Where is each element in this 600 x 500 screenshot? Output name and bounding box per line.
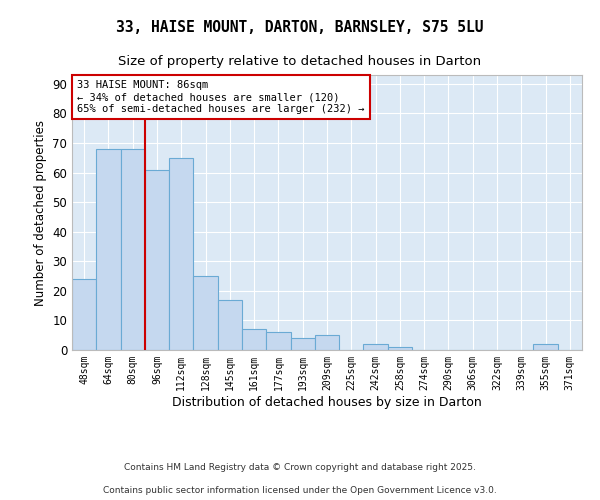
Text: Size of property relative to detached houses in Darton: Size of property relative to detached ho… (118, 55, 482, 68)
Text: 33, HAISE MOUNT, DARTON, BARNSLEY, S75 5LU: 33, HAISE MOUNT, DARTON, BARNSLEY, S75 5… (116, 20, 484, 35)
Bar (145, 170, 169, 350)
Bar (315, 335, 339, 350)
Bar (364, 344, 388, 350)
Bar (72, 279, 96, 350)
Text: Contains public sector information licensed under the Open Government Licence v3: Contains public sector information licen… (103, 486, 497, 495)
Text: 33 HAISE MOUNT: 86sqm
← 34% of detached houses are smaller (120)
65% of semi-det: 33 HAISE MOUNT: 86sqm ← 34% of detached … (77, 80, 365, 114)
Bar (96, 149, 121, 350)
Bar (388, 347, 412, 350)
Bar (290, 338, 315, 350)
X-axis label: Distribution of detached houses by size in Darton: Distribution of detached houses by size … (172, 396, 482, 408)
Bar (533, 344, 558, 350)
Bar (218, 300, 242, 350)
Bar (193, 276, 218, 350)
Bar (121, 149, 145, 350)
Bar (266, 332, 290, 350)
Y-axis label: Number of detached properties: Number of detached properties (34, 120, 47, 306)
Bar (242, 330, 266, 350)
Text: Contains HM Land Registry data © Crown copyright and database right 2025.: Contains HM Land Registry data © Crown c… (124, 464, 476, 472)
Bar (169, 158, 193, 350)
